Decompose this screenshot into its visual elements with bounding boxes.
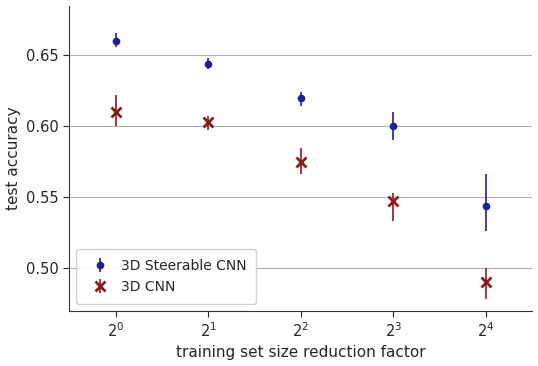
Y-axis label: test accuracy: test accuracy bbox=[5, 107, 20, 210]
X-axis label: training set size reduction factor: training set size reduction factor bbox=[176, 346, 426, 361]
Legend: 3D Steerable CNN, 3D CNN: 3D Steerable CNN, 3D CNN bbox=[76, 250, 256, 304]
